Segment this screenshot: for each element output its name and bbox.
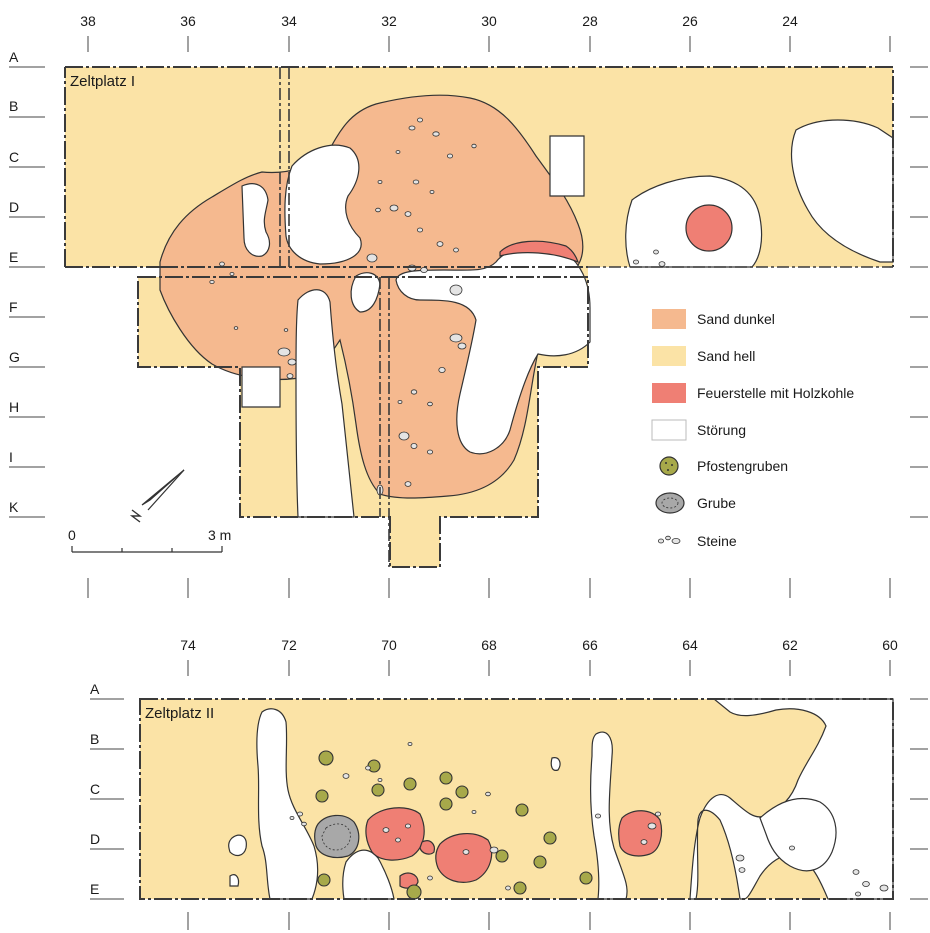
legend: Sand dunkel Sand hell Feuerstelle mit Ho… xyxy=(651,309,854,549)
row-label: H xyxy=(9,399,19,415)
scale-end-label: 3 m xyxy=(208,527,231,543)
sand-hell-area-lower xyxy=(140,699,893,899)
lower-plan: 74 72 70 68 66 64 62 60 A B C D E xyxy=(90,637,928,930)
legend-label-pfostengruben: Pfostengruben xyxy=(697,458,788,474)
row-label: A xyxy=(9,49,19,65)
legend-label-stoerung: Störung xyxy=(697,422,746,438)
row-label: E xyxy=(90,881,99,897)
upper-trench-divider-1 xyxy=(279,67,290,267)
lower-row-ticks xyxy=(90,698,928,900)
row-label: D xyxy=(90,831,100,847)
legend-swatch-feuerstelle xyxy=(652,383,686,403)
col-label: 64 xyxy=(682,637,698,653)
row-label: I xyxy=(9,449,13,465)
lower-row-labels: A B C D E xyxy=(90,681,100,897)
stoerung-areas-lower xyxy=(228,698,894,900)
col-label: 60 xyxy=(882,637,898,653)
legend-swatch-pfostengruben xyxy=(659,456,679,476)
stoerung-areas xyxy=(241,119,894,518)
lower-trench-frame xyxy=(139,698,894,900)
legend-label-sand-dunkel: Sand dunkel xyxy=(697,311,775,327)
upper-plan-title: Zeltplatz I xyxy=(70,73,135,90)
stones-lower xyxy=(289,742,889,897)
stones-upper xyxy=(209,117,666,496)
row-label: C xyxy=(90,781,100,797)
col-label: 32 xyxy=(381,13,397,29)
legend-swatch-steine xyxy=(658,535,681,545)
col-label: 70 xyxy=(381,637,397,653)
upper-row-ticks xyxy=(9,66,928,518)
feuerstelle-upper xyxy=(685,204,733,252)
col-label: 72 xyxy=(281,637,297,653)
upper-trench-frame xyxy=(64,66,894,268)
feuerstellen-lower xyxy=(365,807,663,889)
legend-label-feuerstelle: Feuerstelle mit Holzkohle xyxy=(697,385,854,401)
col-label: 34 xyxy=(281,13,297,29)
legend-swatch-sand-dunkel xyxy=(652,309,686,329)
col-label: 30 xyxy=(481,13,497,29)
row-label: G xyxy=(9,349,20,365)
legend-swatch-grube xyxy=(655,492,685,514)
col-label: 66 xyxy=(582,637,598,653)
row-label: D xyxy=(9,199,19,215)
row-label: C xyxy=(9,149,19,165)
legend-label-steine: Steine xyxy=(697,533,737,549)
upper-column-ticks xyxy=(87,36,891,598)
upper-row-labels: A B C D E F G H I K xyxy=(9,49,20,515)
upper-column-labels: 38 36 34 32 30 28 26 24 xyxy=(80,13,798,29)
scale-start-label: 0 xyxy=(68,527,76,543)
legend-label-sand-hell: Sand hell xyxy=(697,348,755,364)
legend-swatch-stoerung xyxy=(651,419,687,441)
legend-label-grube: Grube xyxy=(697,495,736,511)
upper-trench-divider-2 xyxy=(379,277,390,567)
col-label: 68 xyxy=(481,637,497,653)
col-label: 24 xyxy=(782,13,798,29)
lower-plan-title: Zeltplatz II xyxy=(145,705,214,722)
col-label: 36 xyxy=(180,13,196,29)
col-label: 62 xyxy=(782,637,798,653)
legend-swatch-sand-hell xyxy=(652,346,686,366)
col-label: 26 xyxy=(682,13,698,29)
row-label: A xyxy=(90,681,100,697)
upper-trench-extension xyxy=(137,276,589,568)
upper-plan: 38 36 34 32 30 28 26 24 A B C D E F G H … xyxy=(9,13,928,598)
hearth-rim xyxy=(499,240,579,264)
row-label: E xyxy=(9,249,18,265)
pfostengruben-lower xyxy=(315,750,593,900)
col-label: 74 xyxy=(180,637,196,653)
north-arrow-icon xyxy=(129,469,185,523)
scale-bar: 0 3 m xyxy=(68,527,231,553)
col-label: 28 xyxy=(582,13,598,29)
row-label: K xyxy=(9,499,19,515)
row-label: F xyxy=(9,299,18,315)
lower-column-ticks xyxy=(187,660,891,930)
row-label: B xyxy=(9,98,18,114)
col-label: 38 xyxy=(80,13,96,29)
grube-lower xyxy=(314,814,360,859)
lower-column-labels: 74 72 70 68 66 64 62 60 xyxy=(180,637,898,653)
row-label: B xyxy=(90,731,99,747)
